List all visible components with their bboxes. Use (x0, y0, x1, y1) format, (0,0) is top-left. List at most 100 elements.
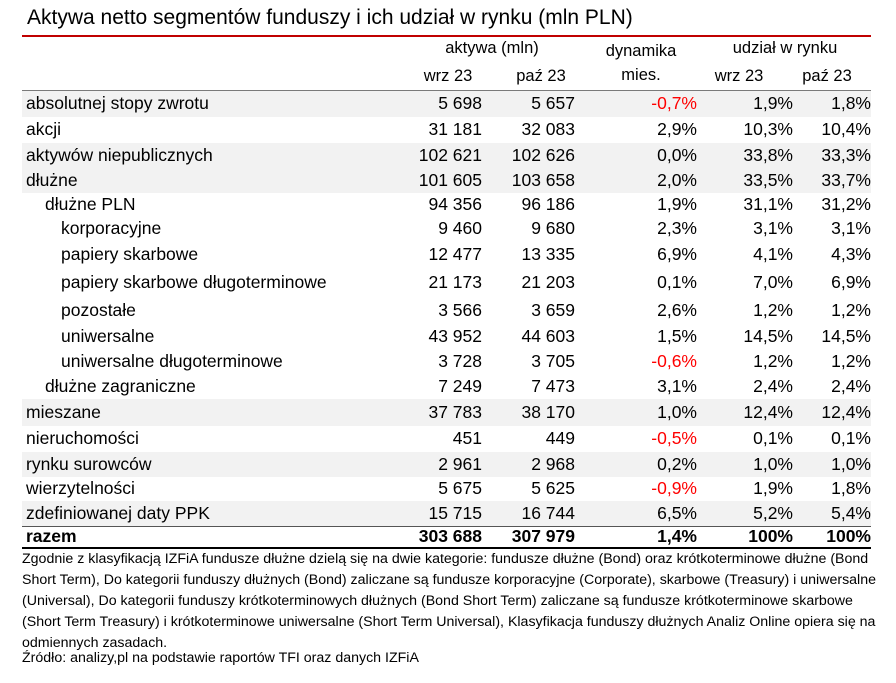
row-name-cell: akcji (26, 119, 62, 140)
share-paz-cell: 6,9% (831, 271, 871, 292)
table-row: mieszane 37 783 38 170 1,0% 12,4% 12,4% (22, 399, 871, 426)
monthly-change-cell: -0,5% (651, 428, 697, 449)
row-name-cell: papiery skarbowe (61, 243, 199, 264)
header-divider (22, 90, 871, 91)
footnote: Zgodnie z klasyfikacją IZFiA fundusze dł… (22, 551, 876, 651)
monthly-change-cell: 0,2% (575, 452, 697, 477)
share-wrz-cell: 10,3% (743, 119, 793, 140)
asset-paz-cell: 96 186 (521, 194, 575, 215)
share-paz-cell: 33,3% (793, 143, 871, 169)
asset-paz-cell: 44 603 (521, 325, 575, 346)
asset-wrz-cell: 451 (452, 428, 482, 449)
asset-wrz-cell: 21 173 (428, 271, 482, 292)
monthly-change-cell: 2,9% (657, 119, 697, 140)
asset-paz-cell: 21 203 (521, 271, 575, 292)
table-row: dłużne PLN 94 356 96 186 1,9% 31,1% 31,2% (22, 193, 871, 217)
monthly-change-cell: 2,3% (657, 218, 697, 239)
asset-paz-cell: 5 625 (531, 478, 575, 499)
asset-wrz-cell: 12 477 (428, 243, 482, 264)
table-row: absolutnej stopy zwrotu 5 698 5 657 -0,7% 1,… (22, 91, 871, 117)
share-wrz-cell: 33,5% (697, 169, 793, 193)
asset-paz-cell: 16 744 (482, 501, 575, 526)
total-name-cell: razem (22, 525, 392, 549)
asset-wrz-cell: 3 728 (438, 350, 482, 371)
asset-paz-cell: 3 659 (531, 299, 575, 320)
share-paz-cell: 10,4% (821, 119, 871, 140)
table-title: Aktywa netto segmentów funduszy i ich ud… (27, 6, 633, 29)
row-name-cell: wierzytelności (26, 478, 135, 499)
table-row: wierzytelności 5 675 5 625 -0,9% 1,9% 1,8% (22, 477, 871, 501)
total-change-cell: 1,4% (575, 525, 697, 549)
asset-paz-cell: 3 705 (531, 350, 575, 371)
total-share-wrz-cell: 100% (697, 525, 793, 549)
title-divider (22, 35, 871, 37)
share-paz-cell: 1,8% (793, 91, 871, 117)
share-wrz-cell: 2,4% (753, 375, 793, 396)
row-name-cell: rynku surowców (22, 452, 392, 477)
monthly-change-cell: 2,6% (657, 299, 697, 320)
share-paz-cell: 14,5% (821, 325, 871, 346)
header-aktywa: aktywa (mln) (445, 39, 539, 57)
asset-paz-cell: 32 083 (521, 119, 575, 140)
table-row: uniwersalne 43 952 44 603 1,5% 14,5% 14,5% (22, 324, 871, 349)
share-wrz-cell: 5,2% (697, 501, 793, 526)
total-row: razem 303 688 307 979 1,4% 100% 100% (22, 525, 871, 549)
asset-paz-cell: 102 626 (482, 143, 575, 169)
row-name-cell: aktywów niepublicznych (22, 143, 392, 169)
asset-wrz-cell: 15 715 (392, 501, 482, 526)
row-name-cell: papiery skarbowe długoterminowe (61, 271, 327, 292)
asset-wrz-cell: 5 698 (392, 91, 482, 117)
asset-wrz-cell: 9 460 (438, 218, 482, 239)
monthly-change-cell: 6,9% (657, 243, 697, 264)
share-wrz-cell: 1,9% (753, 478, 793, 499)
share-paz-cell: 1,2% (831, 299, 871, 320)
asset-wrz-cell: 2 961 (392, 452, 482, 477)
row-name-cell: dłużne PLN (45, 194, 136, 215)
header-aktywa-wrz: wrz 23 (423, 67, 473, 85)
share-paz-cell: 2,4% (831, 375, 871, 396)
share-paz-cell: 1,2% (831, 350, 871, 371)
share-wrz-cell: 1,9% (697, 91, 793, 117)
header-udzial-paz: paź 23 (802, 67, 852, 85)
data-table: absolutnej stopy zwrotu 5 698 5 657 -0,7% 1,… (22, 91, 871, 549)
table-row: dłużne zagraniczne 7 249 7 473 3,1% 2,4% 2,4% (22, 374, 871, 399)
table-row: rynku surowców 2 961 2 968 0,2% 1,0% 1,0% (22, 452, 871, 477)
row-name-cell: mieszane (22, 399, 392, 426)
share-wrz-cell: 14,5% (743, 325, 793, 346)
monthly-change-cell: 1,0% (575, 399, 697, 426)
table-row: zdefiniowanej daty PPK 15 715 16 744 6,5% 5,… (22, 501, 871, 526)
monthly-change-cell: 6,5% (575, 501, 697, 526)
monthly-change-cell: 3,1% (657, 375, 697, 396)
monthly-change-cell: 2,0% (575, 169, 697, 193)
asset-paz-cell: 2 968 (482, 452, 575, 477)
table-row: pozostałe 3 566 3 659 2,6% 1,2% 1,2% (22, 297, 871, 324)
asset-wrz-cell: 7 249 (438, 375, 482, 396)
share-wrz-cell: 12,4% (697, 399, 793, 426)
share-paz-cell: 1,8% (831, 478, 871, 499)
share-wrz-cell: 1,0% (697, 452, 793, 477)
monthly-change-cell: 0,0% (575, 143, 697, 169)
row-name-cell: korporacyjne (61, 218, 162, 239)
share-wrz-cell: 0,1% (753, 428, 793, 449)
share-wrz-cell: 33,8% (697, 143, 793, 169)
asset-wrz-cell: 5 675 (438, 478, 482, 499)
share-paz-cell: 31,2% (821, 194, 871, 215)
row-name-cell: absolutnej stopy zwrotu (22, 91, 392, 117)
share-wrz-cell: 31,1% (743, 194, 793, 215)
asset-wrz-cell: 94 356 (428, 194, 482, 215)
row-name-cell: zdefiniowanej daty PPK (22, 501, 392, 526)
monthly-change-cell: -0,6% (651, 350, 697, 371)
row-name-cell: nieruchomości (26, 428, 139, 449)
monthly-change-cell: -0,9% (651, 478, 697, 499)
header-dynamika-line1: dynamika (605, 42, 677, 60)
share-paz-cell: 33,7% (793, 169, 871, 193)
share-wrz-cell: 1,2% (753, 350, 793, 371)
asset-wrz-cell: 102 621 (392, 143, 482, 169)
share-wrz-cell: 4,1% (753, 243, 793, 264)
monthly-change-cell: 1,5% (657, 325, 697, 346)
table-row: papiery skarbowe 12 477 13 335 6,9% 4,1% 4,3% (22, 241, 871, 268)
table-row: dłużne 101 605 103 658 2,0% 33,5% 33,7% (22, 169, 871, 193)
source-note: Źródło: analizy,pl na podstawie raportów… (22, 650, 419, 666)
table-row: aktywów niepublicznych 102 621 102 626 0,0%… (22, 143, 871, 169)
